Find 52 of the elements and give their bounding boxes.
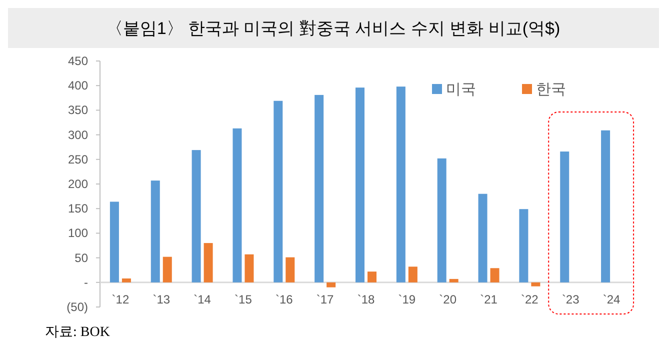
y-tick-label: 100 [68,226,88,240]
bar [601,130,610,282]
x-tick-label: `19 [398,292,416,306]
bar [110,202,119,282]
bar [314,94,324,282]
y-tick-label: - [84,275,88,290]
legend-label: 미국 [446,81,476,98]
text: 자료: BOK [45,325,110,340]
y-tick-label: 200 [68,177,88,191]
x-tick-label: `23 [562,292,580,306]
bar [396,86,406,282]
x-tick-label: `22 [521,292,539,306]
bar [244,254,254,282]
bar [356,88,364,282]
y-tick-label: 400 [68,78,88,93]
chart-title: 〈붙임1〉 한국과 미국의 對중국 서비스 수지 변화 비교(억$) [106,19,560,38]
bar [162,256,172,282]
bar [519,209,528,282]
bar [192,150,201,282]
x-tick-label: `18 [357,292,375,306]
y-tick-label: 300 [68,128,88,142]
x-tick-label: `14 [194,292,212,306]
x-tick-label: `12 [112,292,130,306]
bar [150,180,160,282]
bar [232,128,242,282]
x-tick-label: `24 [602,292,621,306]
bar [286,257,295,282]
y-tick-label: 350 [68,103,88,118]
bar [122,278,131,282]
bar [531,282,540,286]
bar [274,100,283,282]
x-tick-label: `21 [480,292,498,306]
bar [368,272,376,282]
bar [408,266,418,282]
x-tick-label: `13 [152,292,170,306]
x-tick-label: `16 [275,292,294,306]
y-tick-label: (50) [66,300,88,314]
bar [437,158,446,282]
bar [478,194,488,282]
bar [490,268,500,282]
bar [449,278,458,282]
y-tick-label: 450 [68,54,88,68]
y-tick-label: 50 [74,250,88,265]
x-tick-label: `17 [316,292,334,306]
x-tick-label: `15 [234,292,252,306]
bar [560,152,570,282]
y-tick-label: 250 [68,152,88,166]
bar [326,282,336,288]
bar [204,243,213,282]
x-tick-label: `20 [439,292,457,306]
legend-label: 한국 [536,81,566,98]
y-tick-label: 150 [68,202,88,216]
